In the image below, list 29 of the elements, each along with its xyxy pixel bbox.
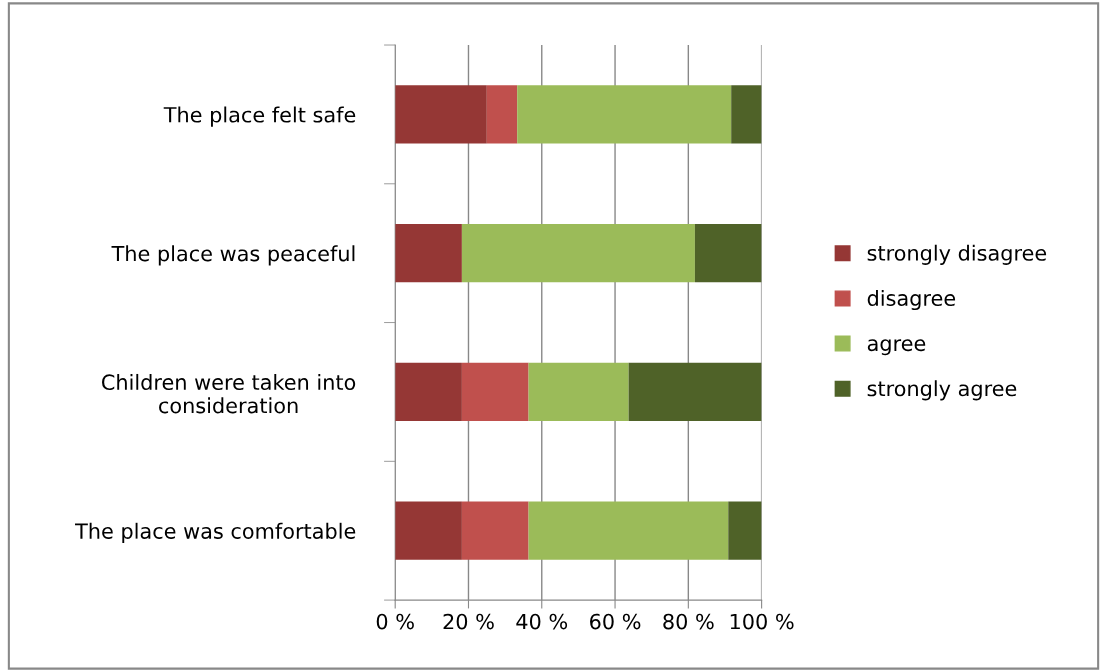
bar — [528, 501, 729, 560]
bar — [395, 501, 462, 560]
x-tick-label: 60 % — [590, 613, 641, 630]
bar — [517, 85, 732, 144]
bar — [528, 362, 629, 422]
y-tick-label: Children were taken into consideration — [102, 373, 356, 414]
bar — [395, 85, 487, 144]
bar — [728, 501, 762, 560]
bar — [461, 224, 695, 283]
x-tick-label: 80 % — [663, 613, 714, 630]
y-tick-label: The place was comfortable — [75, 522, 356, 543]
x-tick-label: 0 % — [376, 613, 414, 630]
legend-label: disagree — [867, 289, 956, 311]
y-tick-label: The place was peaceful — [111, 245, 355, 266]
legend-label: strongly disagree — [867, 244, 1047, 265]
bar — [461, 362, 529, 422]
x-tick-label: 100 % — [730, 613, 794, 630]
x-tick-label: 20 % — [443, 613, 494, 630]
bar — [461, 501, 529, 560]
bar — [486, 85, 518, 144]
bar — [731, 85, 762, 144]
legend-label: agree — [867, 339, 926, 356]
y-tick-label: The place felt safe — [163, 106, 356, 127]
bar — [395, 224, 462, 283]
x-tick-label: 40 % — [516, 613, 568, 630]
bar — [628, 362, 762, 422]
bar — [395, 362, 462, 422]
bar — [694, 224, 762, 283]
legend-label: strongly agree — [867, 380, 1017, 401]
